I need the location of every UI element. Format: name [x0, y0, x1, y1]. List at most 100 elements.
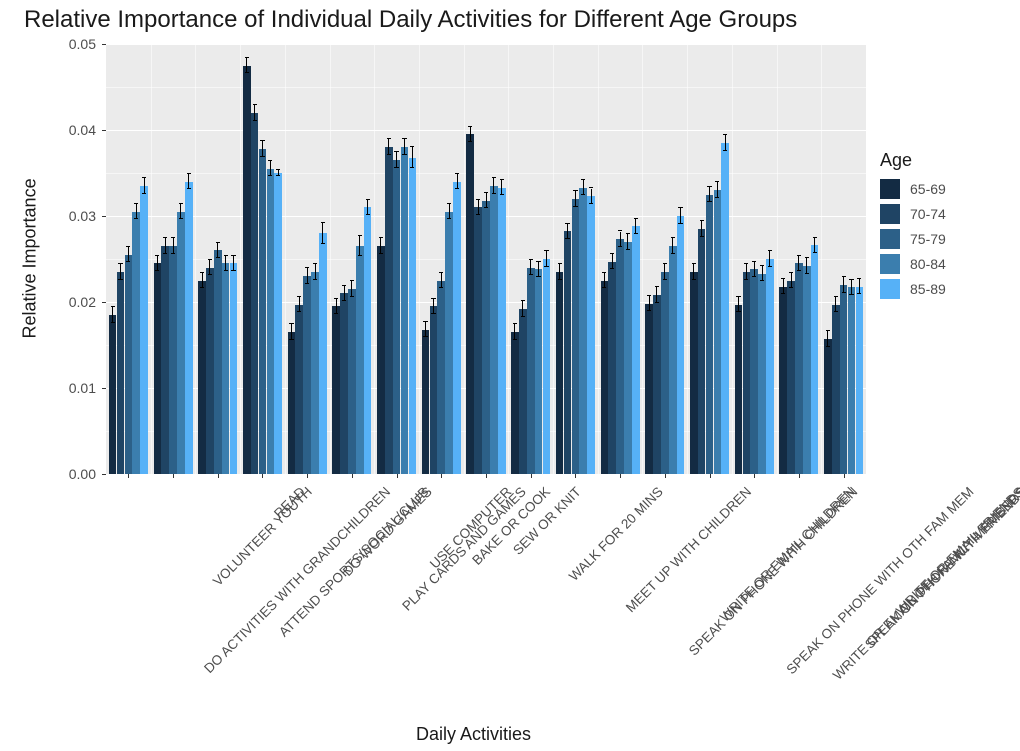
error-cap — [736, 311, 740, 312]
legend-title: Age — [880, 150, 946, 171]
x-tick-mark — [352, 474, 353, 478]
error-cap — [334, 298, 338, 299]
error-cap — [260, 140, 264, 141]
error-cap — [707, 186, 711, 187]
error-cap — [187, 188, 191, 189]
grid-line-v — [419, 44, 420, 474]
error-cap — [224, 270, 228, 271]
grid-line-v — [285, 44, 286, 474]
error-cap — [163, 237, 167, 238]
bar — [795, 263, 803, 474]
error-bar — [567, 224, 568, 239]
error-cap — [781, 293, 785, 294]
bar — [332, 306, 340, 474]
error-bar — [441, 273, 442, 288]
error-cap — [752, 276, 756, 277]
bar — [319, 233, 327, 474]
error-bar — [307, 268, 308, 283]
error-cap — [760, 280, 764, 281]
x-tick-mark — [754, 474, 755, 478]
error-cap — [134, 203, 138, 204]
bar — [356, 246, 364, 474]
error-bar — [627, 234, 628, 249]
bar — [645, 304, 653, 474]
error-cap — [268, 160, 272, 161]
error-bar — [583, 180, 584, 195]
plot-panel — [106, 44, 866, 474]
error-cap — [513, 323, 517, 324]
error-cap — [573, 206, 577, 207]
grid-line-v — [151, 44, 152, 474]
x-tick-mark — [262, 474, 263, 478]
legend-item: 85-89 — [880, 279, 946, 299]
error-cap — [857, 278, 861, 279]
error-cap — [423, 321, 427, 322]
error-cap — [610, 268, 614, 269]
x-tick-mark — [620, 474, 621, 478]
error-cap — [313, 263, 317, 264]
error-cap — [842, 292, 846, 293]
error-cap — [342, 300, 346, 301]
grid-line-minor — [106, 173, 866, 174]
error-cap — [208, 259, 212, 260]
error-bar — [336, 299, 337, 314]
x-tick-mark — [844, 474, 845, 478]
bar — [259, 149, 267, 474]
error-cap — [394, 167, 398, 168]
y-tick-label: 0.02 — [0, 294, 96, 310]
legend-swatch — [880, 229, 900, 249]
error-bar — [396, 152, 397, 167]
error-cap — [208, 274, 212, 275]
grid-line-v — [598, 44, 599, 474]
error-bar — [546, 251, 547, 266]
error-cap — [216, 242, 220, 243]
error-cap — [366, 214, 370, 215]
bar — [251, 113, 259, 474]
error-cap — [289, 339, 293, 340]
error-cap — [805, 273, 809, 274]
error-cap — [849, 279, 853, 280]
bar — [274, 173, 282, 474]
error-bar — [656, 287, 657, 302]
bar — [222, 263, 230, 474]
error-bar — [388, 139, 389, 154]
bar — [661, 272, 669, 474]
bar — [787, 281, 795, 475]
error-bar — [493, 178, 494, 193]
bar — [267, 169, 275, 474]
error-cap — [634, 218, 638, 219]
bar — [377, 246, 385, 474]
error-cap — [321, 222, 325, 223]
error-bar — [344, 286, 345, 301]
bar — [140, 186, 148, 474]
error-cap — [813, 237, 817, 238]
bar — [154, 263, 162, 474]
bar — [519, 309, 527, 474]
error-cap — [476, 199, 480, 200]
bar — [556, 272, 564, 474]
error-bar — [291, 324, 292, 339]
bar — [758, 274, 766, 474]
error-cap — [431, 313, 435, 314]
error-bar — [791, 273, 792, 288]
error-bar — [128, 247, 129, 262]
error-cap — [305, 283, 309, 284]
y-tick-label: 0.01 — [0, 380, 96, 396]
x-tick-mark — [397, 474, 398, 478]
error-cap — [431, 298, 435, 299]
bar — [109, 315, 117, 474]
error-bar — [180, 204, 181, 219]
error-cap — [797, 270, 801, 271]
error-cap — [797, 255, 801, 256]
error-bar — [725, 135, 726, 150]
bar — [185, 182, 193, 474]
bar — [735, 305, 743, 474]
error-cap — [245, 72, 249, 73]
error-cap — [410, 167, 414, 168]
error-bar — [425, 322, 426, 337]
error-bar — [299, 297, 300, 312]
error-cap — [455, 188, 459, 189]
error-cap — [558, 263, 562, 264]
error-bar — [806, 258, 807, 273]
error-cap — [842, 276, 846, 277]
